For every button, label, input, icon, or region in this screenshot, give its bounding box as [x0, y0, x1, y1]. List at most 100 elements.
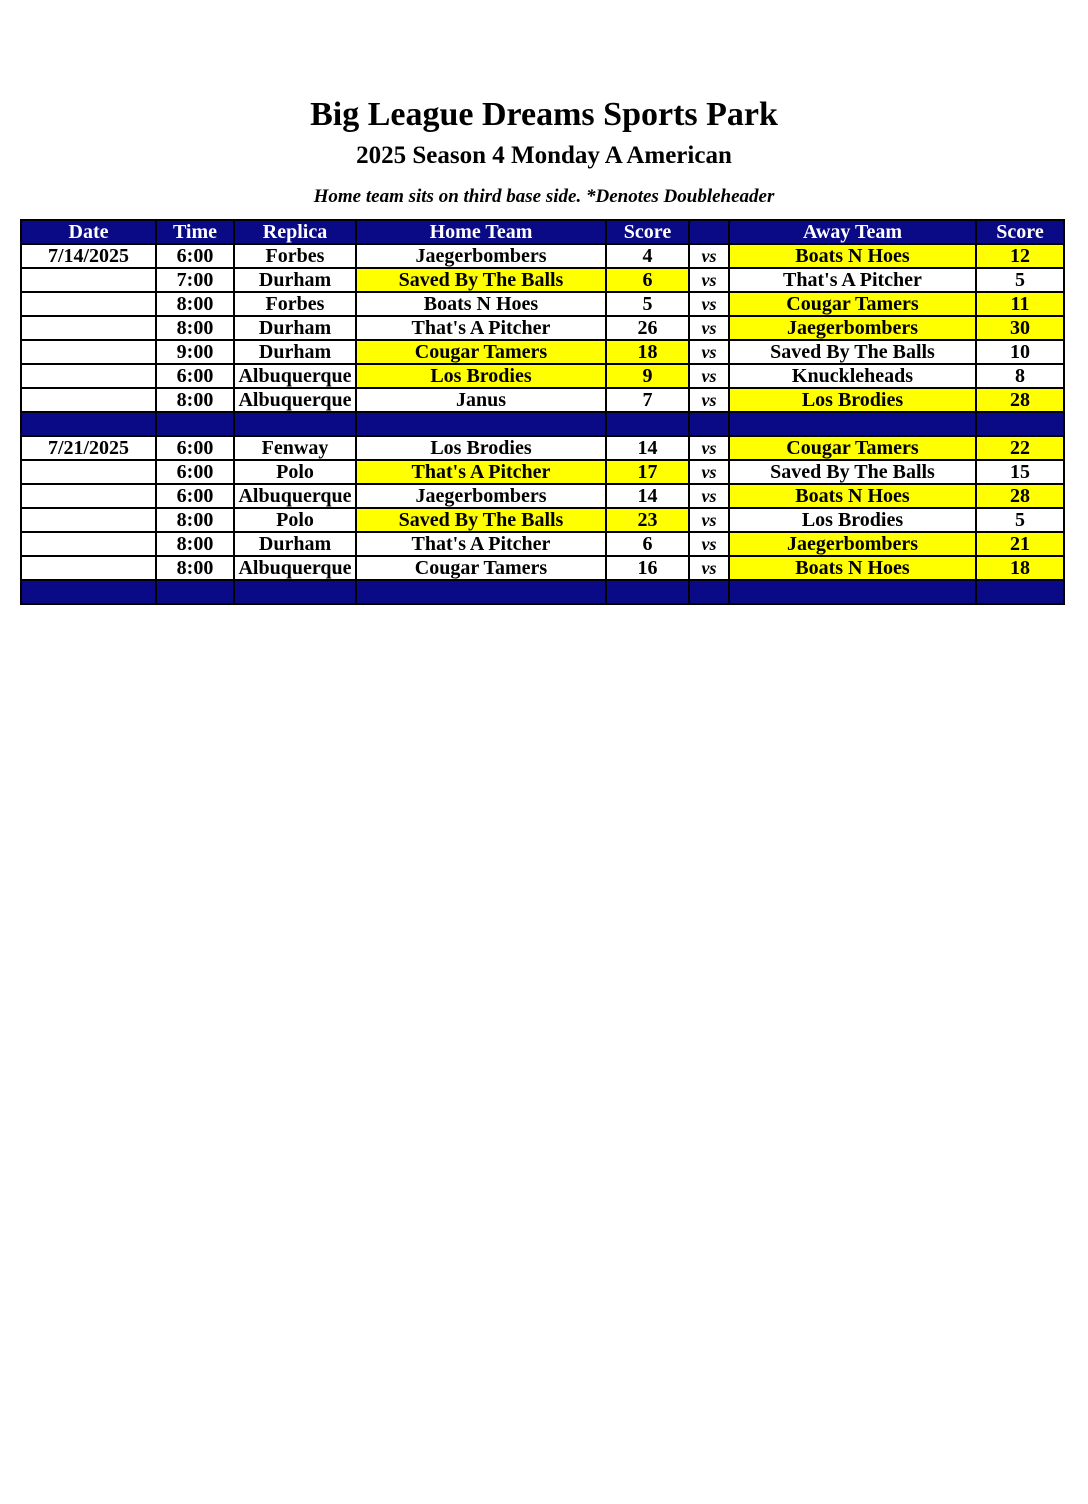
separator-cell — [233, 411, 357, 437]
away-score-cell: 18 — [975, 555, 1065, 581]
away-team-cell: Jaegerbombers — [728, 531, 977, 557]
col-header-time: Time — [155, 219, 235, 245]
time-cell: 8:00 — [155, 531, 235, 557]
header-row: Date Time Replica Home Team Score Away T… — [20, 219, 1065, 245]
game-row: 6:00 Albuquerque Jaegerbombers 14 vs Boats N … — [20, 483, 1065, 509]
vs-cell: vs — [688, 435, 730, 461]
separator-cell — [155, 579, 235, 605]
home-score-cell: 4 — [605, 243, 690, 269]
schedule-table: Date Time Replica Home Team Score Away T… — [20, 219, 1065, 605]
separator-cell — [975, 579, 1065, 605]
replica-cell: Forbes — [233, 243, 357, 269]
away-team-cell: Boats N Hoes — [728, 555, 977, 581]
col-header-vs — [688, 219, 730, 245]
separator-cell — [605, 411, 690, 437]
separator-cell — [233, 579, 357, 605]
time-cell: 8:00 — [155, 315, 235, 341]
away-team-cell: Knuckleheads — [728, 363, 977, 389]
schedule-table-body: 7/14/2025 6:00 Forbes Jaegerbombers 4 vs Boats… — [20, 243, 1065, 605]
home-score-cell: 6 — [605, 531, 690, 557]
vs-cell: vs — [688, 291, 730, 317]
game-row: 6:00 Polo That's A Pitcher 17 vs Saved By The… — [20, 459, 1065, 485]
separator-row — [20, 579, 1065, 605]
separator-cell — [155, 411, 235, 437]
home-score-cell: 7 — [605, 387, 690, 413]
vs-cell: vs — [688, 315, 730, 341]
separator-cell — [975, 411, 1065, 437]
game-row: 9:00 Durham Cougar Tamers 18 vs Saved By The … — [20, 339, 1065, 365]
away-team-cell: That's A Pitcher — [728, 267, 977, 293]
home-team-cell: Jaegerbombers — [355, 243, 607, 269]
away-team-cell: Cougar Tamers — [728, 291, 977, 317]
vs-cell: vs — [688, 507, 730, 533]
away-score-cell: 5 — [975, 267, 1065, 293]
away-score-cell: 11 — [975, 291, 1065, 317]
away-team-cell: Jaegerbombers — [728, 315, 977, 341]
time-cell: 8:00 — [155, 387, 235, 413]
away-team-cell: Boats N Hoes — [728, 243, 977, 269]
home-team-cell: Boats N Hoes — [355, 291, 607, 317]
page-note: Home team sits on third base side. *Deno… — [313, 186, 775, 207]
date-cell — [20, 387, 157, 413]
replica-cell: Forbes — [233, 291, 357, 317]
separator-cell — [688, 411, 730, 437]
home-team-cell: Saved By The Balls — [355, 507, 607, 533]
home-team-cell: Cougar Tamers — [355, 555, 607, 581]
away-team-cell: Cougar Tamers — [728, 435, 977, 461]
date-cell — [20, 315, 157, 341]
col-header-home-team: Home Team — [355, 219, 607, 245]
away-team-cell: Los Brodies — [728, 507, 977, 533]
home-score-cell: 6 — [605, 267, 690, 293]
home-score-cell: 5 — [605, 291, 690, 317]
separator-cell — [20, 579, 157, 605]
away-team-cell: Saved By The Balls — [728, 459, 977, 485]
col-header-away-score: Score — [975, 219, 1065, 245]
vs-cell: vs — [688, 459, 730, 485]
date-cell — [20, 555, 157, 581]
separator-cell — [605, 579, 690, 605]
date-cell — [20, 267, 157, 293]
date-cell — [20, 339, 157, 365]
game-row: 8:00 Durham That's A Pitcher 6 vs Jaegerbombe… — [20, 531, 1065, 557]
game-row: 6:00 Albuquerque Los Brodies 9 vs Knucklehead… — [20, 363, 1065, 389]
away-score-cell: 8 — [975, 363, 1065, 389]
separator-row — [20, 411, 1065, 437]
schedule-page: Big League Dreams Sports Park 2025 Seaso… — [0, 96, 1088, 605]
home-team-cell: Janus — [355, 387, 607, 413]
vs-cell: vs — [688, 339, 730, 365]
replica-cell: Albuquerque — [233, 483, 357, 509]
time-cell: 7:00 — [155, 267, 235, 293]
home-score-cell: 17 — [605, 459, 690, 485]
game-row: 8:00 Albuquerque Cougar Tamers 16 vs Boats N … — [20, 555, 1065, 581]
separator-cell — [355, 579, 607, 605]
date-cell — [20, 459, 157, 485]
away-score-cell: 28 — [975, 483, 1065, 509]
date-cell: 7/21/2025 — [20, 435, 157, 461]
home-team-cell: Cougar Tamers — [355, 339, 607, 365]
replica-cell: Albuquerque — [233, 363, 357, 389]
separator-cell — [20, 411, 157, 437]
away-team-cell: Los Brodies — [728, 387, 977, 413]
replica-cell: Fenway — [233, 435, 357, 461]
vs-cell: vs — [688, 243, 730, 269]
time-cell: 6:00 — [155, 243, 235, 269]
home-score-cell: 26 — [605, 315, 690, 341]
home-team-cell: Jaegerbombers — [355, 483, 607, 509]
away-score-cell: 30 — [975, 315, 1065, 341]
vs-cell: vs — [688, 555, 730, 581]
col-header-date: Date — [20, 219, 157, 245]
vs-cell: vs — [688, 267, 730, 293]
date-cell: 7/14/2025 — [20, 243, 157, 269]
home-score-cell: 9 — [605, 363, 690, 389]
game-row: 7:00 Durham Saved By The Balls 6 vs That's A … — [20, 267, 1065, 293]
replica-cell: Polo — [233, 507, 357, 533]
date-cell — [20, 483, 157, 509]
replica-cell: Durham — [233, 267, 357, 293]
time-cell: 8:00 — [155, 555, 235, 581]
home-score-cell: 23 — [605, 507, 690, 533]
date-cell — [20, 291, 157, 317]
replica-cell: Albuquerque — [233, 387, 357, 413]
separator-cell — [728, 579, 977, 605]
home-team-cell: That's A Pitcher — [355, 315, 607, 341]
col-header-replica: Replica — [233, 219, 357, 245]
